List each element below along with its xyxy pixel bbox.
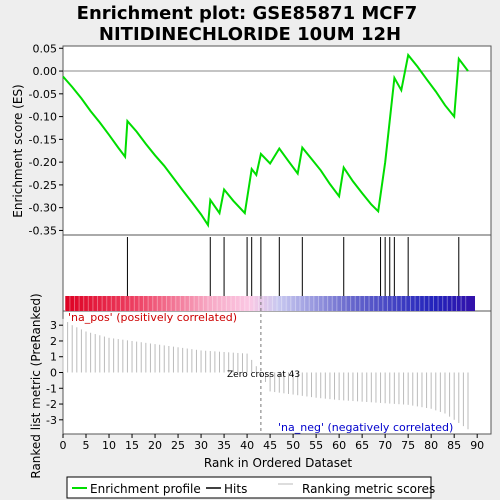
- x-tick-label: 20: [148, 439, 162, 452]
- es-y-tick-label: -0.20: [29, 156, 57, 169]
- es-y-tick-label: -0.15: [29, 133, 57, 146]
- es-y-tick-label: -0.35: [29, 224, 57, 237]
- x-tick-label: 10: [102, 439, 116, 452]
- x-tick-label: 80: [424, 439, 438, 452]
- neg-correlated-label: 'na_neg' (negatively correlated): [278, 421, 453, 434]
- metric-y-tick-label: -1: [46, 382, 57, 395]
- x-tick-label: 65: [355, 439, 369, 452]
- metric-x-axis: 0 5 10 15 20 25 30 35 40 45 50 55 60 65 70 75 80 85 90: [60, 434, 484, 452]
- x-tick-label: 70: [378, 439, 392, 452]
- hit-markers: [126, 237, 460, 296]
- metric-y-tick-label: -2: [46, 398, 57, 411]
- es-y-tick-label: 0.00: [33, 65, 58, 78]
- metric-y-tick-label: -3: [46, 414, 57, 427]
- legend-box: [66, 476, 432, 499]
- es-y-tick-label: -0.10: [29, 111, 57, 124]
- x-tick-label: 90: [470, 439, 484, 452]
- es-y-tick-label: -0.30: [29, 202, 57, 215]
- metric-y-axis: 3 2 1 0 -1 -2 -3: [46, 319, 63, 427]
- metric-y-tick-label: 1: [50, 351, 57, 364]
- legend-label-enrichment: Enrichment profile: [90, 482, 201, 496]
- es-y-axis-label: Enrichment score (ES): [11, 84, 25, 217]
- es-plot-area: [62, 45, 492, 236]
- es-y-tick-label: -0.05: [29, 88, 57, 101]
- x-tick-label: 25: [171, 439, 185, 452]
- es-y-tick-label: -0.25: [29, 179, 57, 192]
- rank-bar-stripes: [64, 296, 467, 311]
- x-tick-label: 30: [194, 439, 208, 452]
- legend-label-metric: Ranking metric scores: [302, 482, 435, 496]
- es-y-axis: 0.05 0.00 -0.05 -0.10 -0.15 -0.20 -0.25 -0.30 -0…: [29, 42, 63, 237]
- x-tick-label: 85: [447, 439, 461, 452]
- x-tick-label: 45: [263, 439, 277, 452]
- ranking-metric-bars: [62, 318, 469, 430]
- x-tick-label: 40: [240, 439, 254, 452]
- x-tick-label: 0: [60, 439, 67, 452]
- pos-correlated-label: 'na_pos' (positively correlated): [68, 311, 237, 324]
- x-tick-label: 50: [286, 439, 300, 452]
- x-tick-label: 35: [217, 439, 231, 452]
- metric-x-axis-label: Rank in Ordered Dataset: [204, 456, 352, 470]
- x-tick-label: 60: [332, 439, 346, 452]
- x-tick-label: 15: [125, 439, 139, 452]
- es-y-tick-label: 0.05: [33, 42, 58, 55]
- metric-y-tick-label: 0: [50, 367, 57, 380]
- chart-title-line-1: Enrichment plot: GSE85871 MCF7: [77, 3, 418, 24]
- x-tick-label: 75: [401, 439, 415, 452]
- zero-cross-label: Zero cross at 43: [227, 370, 300, 380]
- x-tick-label: 5: [83, 439, 90, 452]
- legend-label-hits: Hits: [224, 482, 247, 496]
- chart-title-line-2: NITIDINECHLORIDE 10UM 12H: [99, 24, 401, 45]
- metric-y-axis-label: Ranked list metric (PreRanked): [29, 293, 43, 478]
- metric-y-tick-label: 2: [50, 335, 57, 348]
- metric-plot-area: [62, 310, 492, 435]
- enrichment-profile-line: [62, 52, 469, 228]
- x-tick-label: 55: [309, 439, 323, 452]
- rank-color-bar: [65, 296, 475, 311]
- metric-y-tick-label: 3: [50, 319, 57, 332]
